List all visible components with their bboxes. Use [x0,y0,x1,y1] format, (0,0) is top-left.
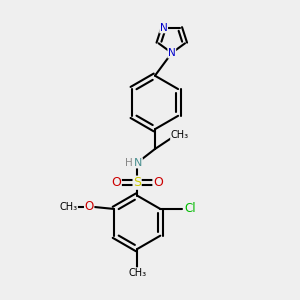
Text: CH₃: CH₃ [128,268,146,278]
Text: Cl: Cl [184,202,196,215]
Text: N: N [168,48,176,58]
Text: CH₃: CH₃ [171,130,189,140]
Text: CH₃: CH₃ [59,202,77,212]
Text: N: N [134,158,142,168]
Text: O: O [85,200,94,214]
Text: H: H [125,158,133,168]
Text: N: N [160,23,167,33]
Text: S: S [133,176,141,189]
Text: O: O [111,176,121,189]
Text: O: O [153,176,163,189]
